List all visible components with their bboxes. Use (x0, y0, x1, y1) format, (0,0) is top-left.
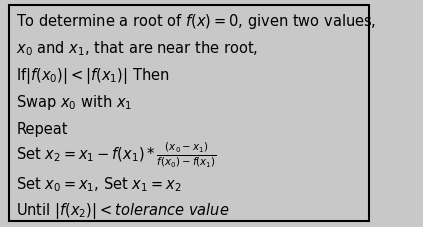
Text: If$|f(x_0)| < |f(x_1)|$ Then: If$|f(x_0)| < |f(x_1)|$ Then (16, 65, 170, 85)
FancyBboxPatch shape (9, 6, 368, 221)
Text: Set $x_0 = x_1$, Set $x_1 = x_2$: Set $x_0 = x_1$, Set $x_1 = x_2$ (16, 175, 182, 193)
Text: Until $|f(x_2)| < \mathit{tolerance\ value}$: Until $|f(x_2)| < \mathit{tolerance\ val… (16, 200, 230, 220)
Text: Set $x_2 = x_1 - f(x_1) * \frac{(x_0-x_1)}{f(x_0)-f(x_1)}$: Set $x_2 = x_1 - f(x_1) * \frac{(x_0-x_1… (16, 141, 217, 170)
Text: To determine a root of $f(x) = 0$, given two values,: To determine a root of $f(x) = 0$, given… (16, 12, 376, 31)
Text: Swap $x_0$ with $x_1$: Swap $x_0$ with $x_1$ (16, 93, 133, 112)
Text: Repeat: Repeat (16, 122, 68, 137)
Text: $x_0$ and $x_1$, that are near the root,: $x_0$ and $x_1$, that are near the root, (16, 39, 258, 58)
